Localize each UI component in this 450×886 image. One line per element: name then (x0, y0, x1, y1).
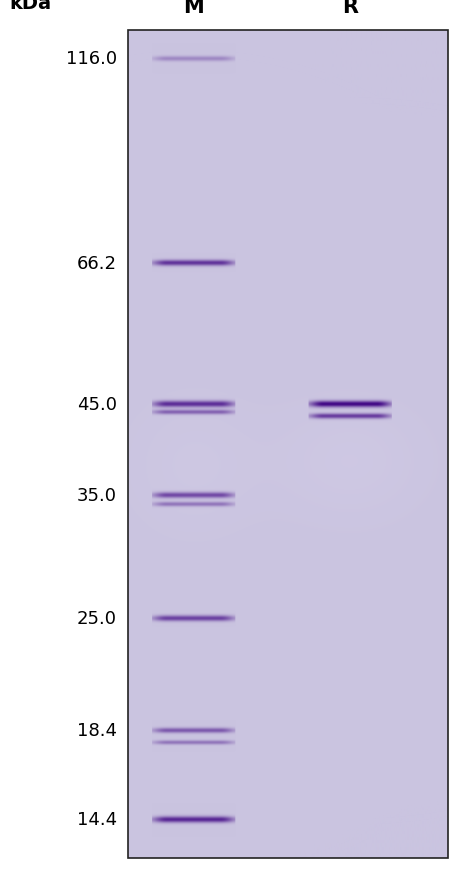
Text: 66.2: 66.2 (77, 254, 117, 272)
Text: 45.0: 45.0 (77, 395, 117, 413)
Text: 35.0: 35.0 (77, 486, 117, 505)
Text: M: M (183, 0, 204, 17)
Bar (128, 31, 448, 858)
Text: 25.0: 25.0 (77, 610, 117, 627)
Text: kDa: kDa (9, 0, 51, 13)
Text: 116.0: 116.0 (66, 51, 117, 68)
Text: 18.4: 18.4 (77, 721, 117, 739)
Text: R: R (342, 0, 358, 17)
Text: 14.4: 14.4 (77, 811, 117, 828)
